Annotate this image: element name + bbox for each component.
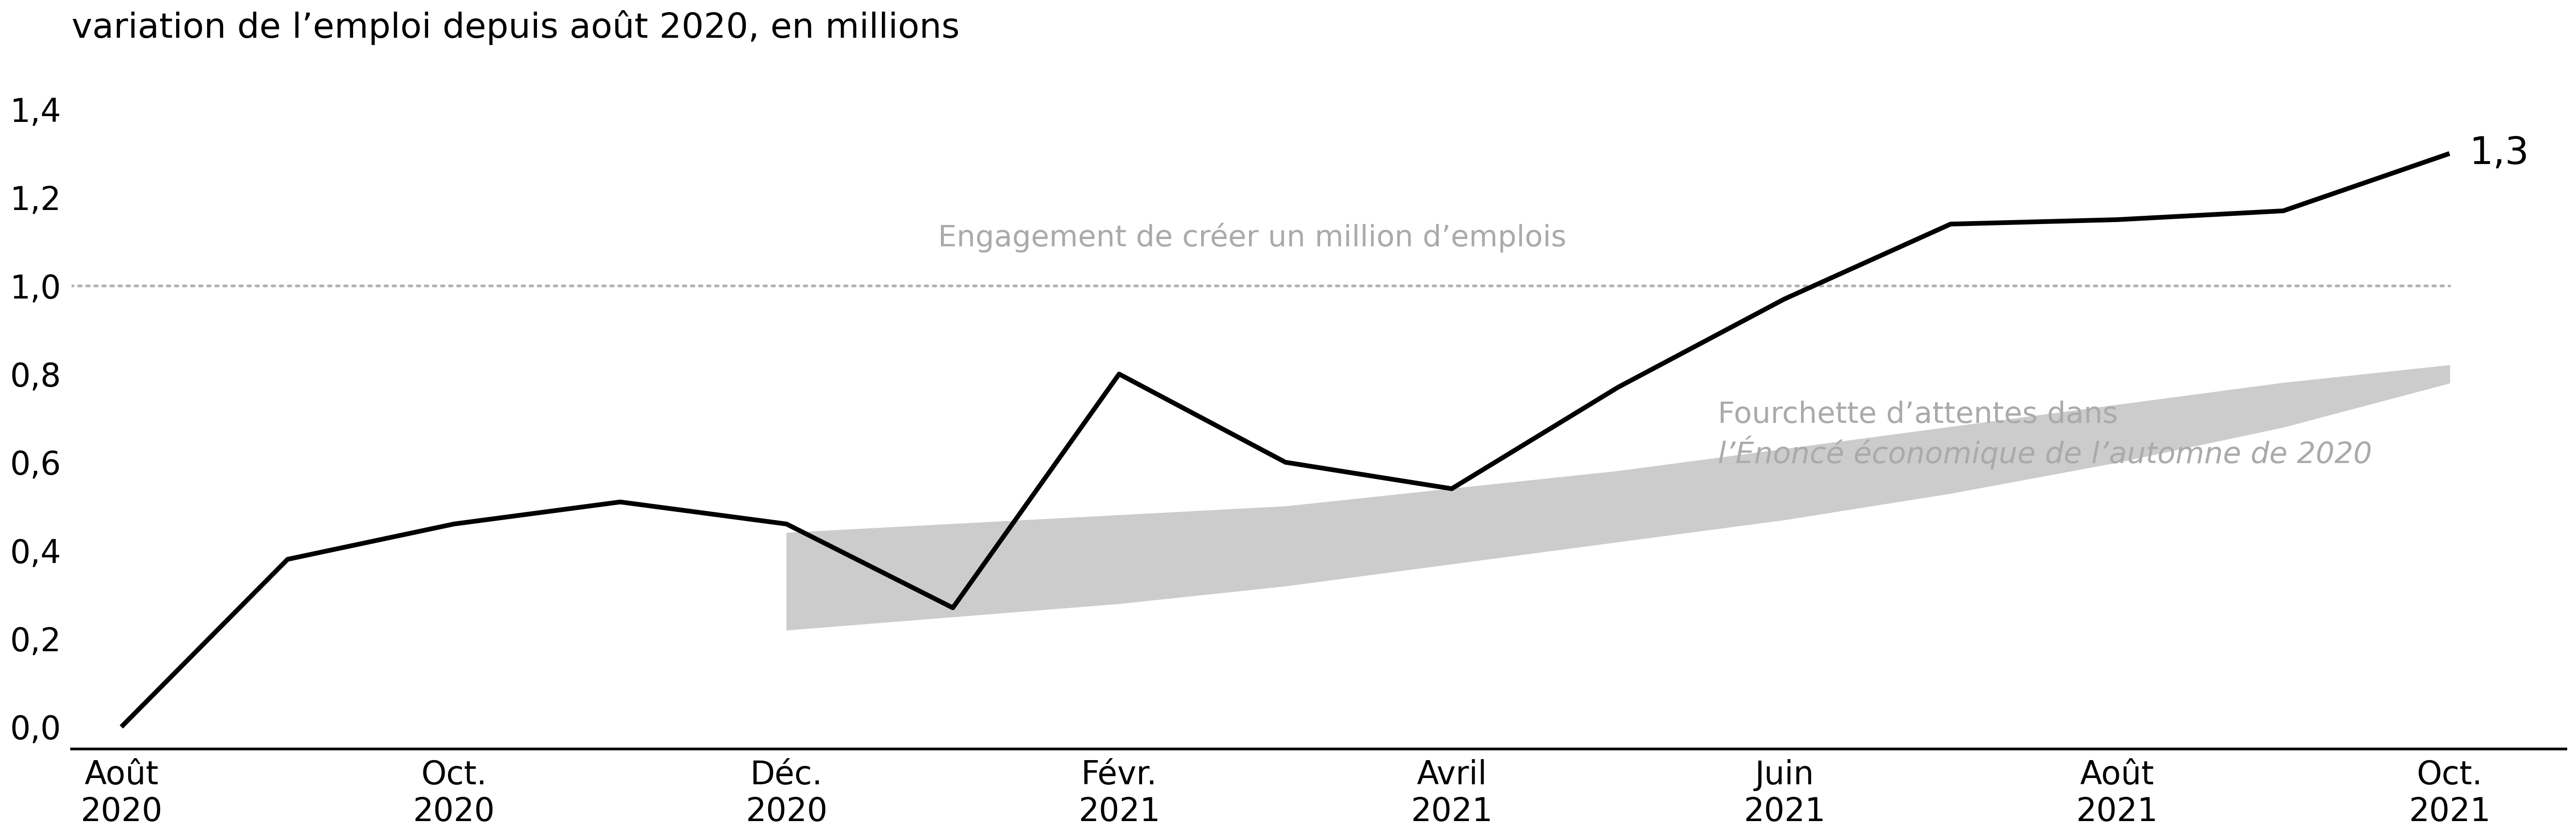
Text: variation de l’emploi depuis août 2020, en millions: variation de l’emploi depuis août 2020, … <box>72 10 958 45</box>
Text: 1,3: 1,3 <box>2470 135 2530 172</box>
Text: Fourchette d’attentes dans: Fourchette d’attentes dans <box>1718 401 2117 429</box>
Text: l’Énoncé économique de l’automne de 2020: l’Énoncé économique de l’automne de 2020 <box>1718 436 2372 469</box>
Text: Engagement de créer un million d’emplois: Engagement de créer un million d’emplois <box>938 223 1566 253</box>
